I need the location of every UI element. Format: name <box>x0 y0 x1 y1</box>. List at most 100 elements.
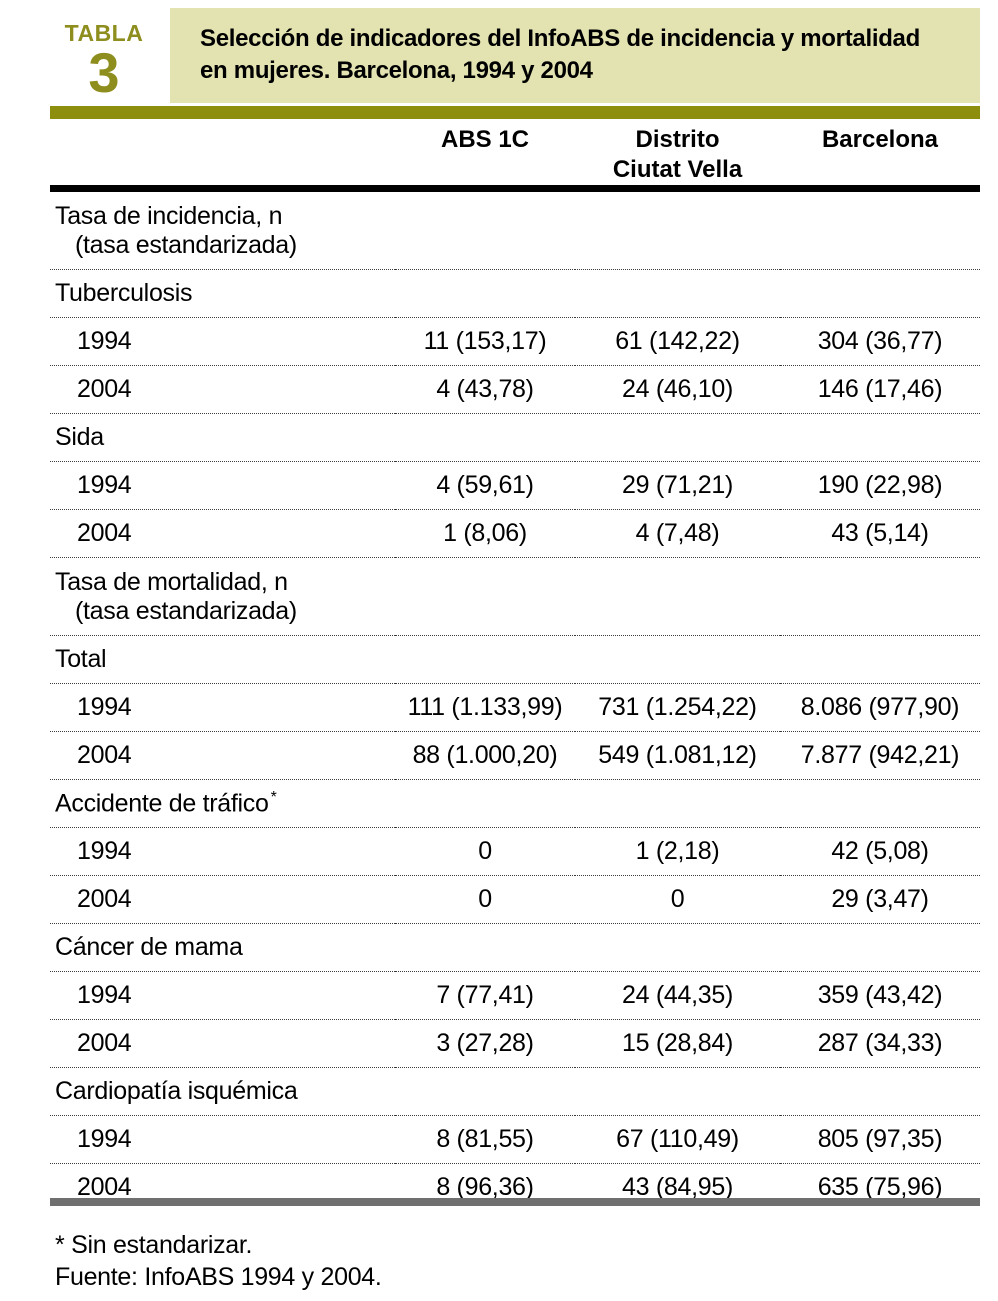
cell-distrito: 24 (44,35) <box>575 971 780 1020</box>
cell-barcelona: 8.086 (977,90) <box>780 683 980 732</box>
column-header-barcelona-line1: Barcelona <box>821 126 939 153</box>
row-year: 1994 <box>50 971 395 1020</box>
table-row: Cáncer de mama <box>50 923 980 972</box>
table-title-line2: en mujeres. Barcelona, 1994 y 2004 <box>200 57 593 84</box>
cell-barcelona: 805 (97,35) <box>780 1115 980 1164</box>
table-row: Tasa de mortalidad, n (tasa estandarizad… <box>50 557 980 636</box>
table-row: 2004 3 (27,28) 15 (28,84) 287 (34,33) <box>50 1019 980 1068</box>
table-row: Cardiopatía isquémica <box>50 1067 980 1116</box>
row-year: 1994 <box>50 683 395 732</box>
cell-barcelona: 42 (5,08) <box>780 827 980 876</box>
cell-abs1c: 4 (43,78) <box>395 365 575 414</box>
footnote-standardize: * Sin estandarizar. <box>55 1231 253 1259</box>
cell-abs1c: 3 (27,28) <box>395 1019 575 1068</box>
cell-abs1c: 8 (81,55) <box>395 1115 575 1164</box>
column-header-abs1c-line1: ABS 1C <box>440 126 530 153</box>
row-label: Sida <box>50 413 980 462</box>
column-header-distrito-line1: Distrito <box>635 126 720 153</box>
column-header-row: ABS 1C Distrito Ciutat Vella Barcelona <box>50 119 980 192</box>
table-label: TABLA 3 <box>56 20 152 104</box>
row-sublabel: (tasa estandarizada) <box>75 230 297 259</box>
cell-distrito: 15 (28,84) <box>575 1019 780 1068</box>
table-row: 1994 0 1 (2,18) 42 (5,08) <box>50 827 980 876</box>
cell-barcelona: 146 (17,46) <box>780 365 980 414</box>
table-row: 1994 8 (81,55) 67 (110,49) 805 (97,35) <box>50 1115 980 1164</box>
row-year: 2004 <box>50 1019 395 1068</box>
accent-bar <box>50 106 980 119</box>
table-title-line1: Selección de indicadores del InfoABS de … <box>200 25 920 52</box>
table-label-number: 3 <box>88 41 120 104</box>
column-header-distrito-line2: Ciutat Vella <box>612 156 743 183</box>
table-row: Sida <box>50 413 980 462</box>
cell-barcelona: 287 (34,33) <box>780 1019 980 1068</box>
column-header-distrito: Distrito Ciutat Vella <box>575 119 780 192</box>
footnotes: * Sin estandarizar. Fuente: InfoABS 1994… <box>55 1229 382 1293</box>
row-year: 2004 <box>50 365 395 414</box>
row-year: 1994 <box>50 1115 395 1164</box>
cell-barcelona: 190 (22,98) <box>780 461 980 510</box>
cell-barcelona: 304 (36,77) <box>780 317 980 366</box>
cell-abs1c: 0 <box>395 827 575 876</box>
row-year: 1994 <box>50 317 395 366</box>
row-year: 2004 <box>77 1173 132 1201</box>
title-band: Selección de indicadores del InfoABS de … <box>170 8 980 103</box>
table-row: 2004 4 (43,78) 24 (46,10) 146 (17,46) <box>50 365 980 414</box>
row-year: 1994 <box>50 461 395 510</box>
cell-abs1c: 4 (59,61) <box>395 461 575 510</box>
table-row: Total <box>50 635 980 684</box>
cell-barcelona: 29 (3,47) <box>780 875 980 924</box>
row-year: 2004 <box>50 509 395 558</box>
row-label: Tasa de mortalidad, n <box>55 567 288 596</box>
cell-distrito: 549 (1.081,12) <box>575 731 780 780</box>
table-row: 1994 11 (153,17) 61 (142,22) 304 (36,77) <box>50 317 980 366</box>
cell-barcelona: 7.877 (942,21) <box>780 731 980 780</box>
cell-distrito: 1 (2,18) <box>575 827 780 876</box>
row-label: Total <box>50 635 980 684</box>
cell-barcelona: 43 (5,14) <box>780 509 980 558</box>
table-label-word: TABLA <box>64 20 144 46</box>
table-head: ABS 1C Distrito Ciutat Vella Barcelona <box>50 119 980 192</box>
row-label: Tuberculosis <box>50 269 980 318</box>
cell-abs1c: 0 <box>395 875 575 924</box>
table-row: 2004 88 (1.000,20) 549 (1.081,12) 7.877 … <box>50 731 980 780</box>
cell-abs1c: 7 (77,41) <box>395 971 575 1020</box>
cell-abs1c: 88 (1.000,20) <box>395 731 575 780</box>
cell-abs1c: 111 (1.133,99) <box>395 683 575 732</box>
cell-distrito: 43 (84,95) <box>622 1173 733 1201</box>
table-row: 1994 7 (77,41) 24 (44,35) 359 (43,42) <box>50 971 980 1020</box>
cell-abs1c: 11 (153,17) <box>395 317 575 366</box>
cell-distrito: 61 (142,22) <box>575 317 780 366</box>
table-row: Tasa de incidencia, n (tasa estandarizad… <box>50 188 980 270</box>
row-label: Cáncer de mama <box>50 923 980 972</box>
row-label: Tasa de incidencia, n <box>55 201 283 230</box>
row-year: 1994 <box>50 827 395 876</box>
cell-distrito: 67 (110,49) <box>575 1115 780 1164</box>
cell-abs1c: 1 (8,06) <box>395 509 575 558</box>
row-label: Accidente de tráfico <box>55 789 269 818</box>
cell-distrito: 24 (46,10) <box>575 365 780 414</box>
table-row: 1994 111 (1.133,99) 731 (1.254,22) 8.086… <box>50 683 980 732</box>
column-header-blank <box>50 119 395 192</box>
cell-barcelona: 635 (75,96) <box>817 1173 943 1201</box>
table-row: 1994 4 (59,61) 29 (71,21) 190 (22,98) <box>50 461 980 510</box>
table-row: 2004 1 (8,06) 4 (7,48) 43 (5,14) <box>50 509 980 558</box>
cell-barcelona: 359 (43,42) <box>780 971 980 1020</box>
footnote-source: Fuente: InfoABS 1994 y 2004. <box>55 1263 382 1291</box>
row-label: Cardiopatía isquémica <box>50 1067 980 1116</box>
column-header-abs1c: ABS 1C <box>395 119 575 192</box>
indicators-table: ABS 1C Distrito Ciutat Vella Barcelona T… <box>50 119 980 1211</box>
table-row: Accidente de tráfico * <box>50 779 980 828</box>
cell-distrito: 0 <box>575 875 780 924</box>
row-year: 2004 <box>50 731 395 780</box>
table-bottom-rule <box>50 1198 980 1206</box>
cell-abs1c: 8 (96,36) <box>436 1173 534 1201</box>
footnote-marker: * <box>270 788 277 806</box>
table-row: 2004 8 (96,36) 43 (84,95) 635 (75,96) <box>50 1164 980 1212</box>
cell-distrito: 29 (71,21) <box>575 461 780 510</box>
table-body: Tasa de incidencia, n (tasa estandarizad… <box>50 188 980 1212</box>
column-header-barcelona: Barcelona <box>780 119 980 192</box>
row-year: 2004 <box>50 875 395 924</box>
cell-distrito: 4 (7,48) <box>575 509 780 558</box>
row-sublabel: (tasa estandarizada) <box>75 596 297 625</box>
